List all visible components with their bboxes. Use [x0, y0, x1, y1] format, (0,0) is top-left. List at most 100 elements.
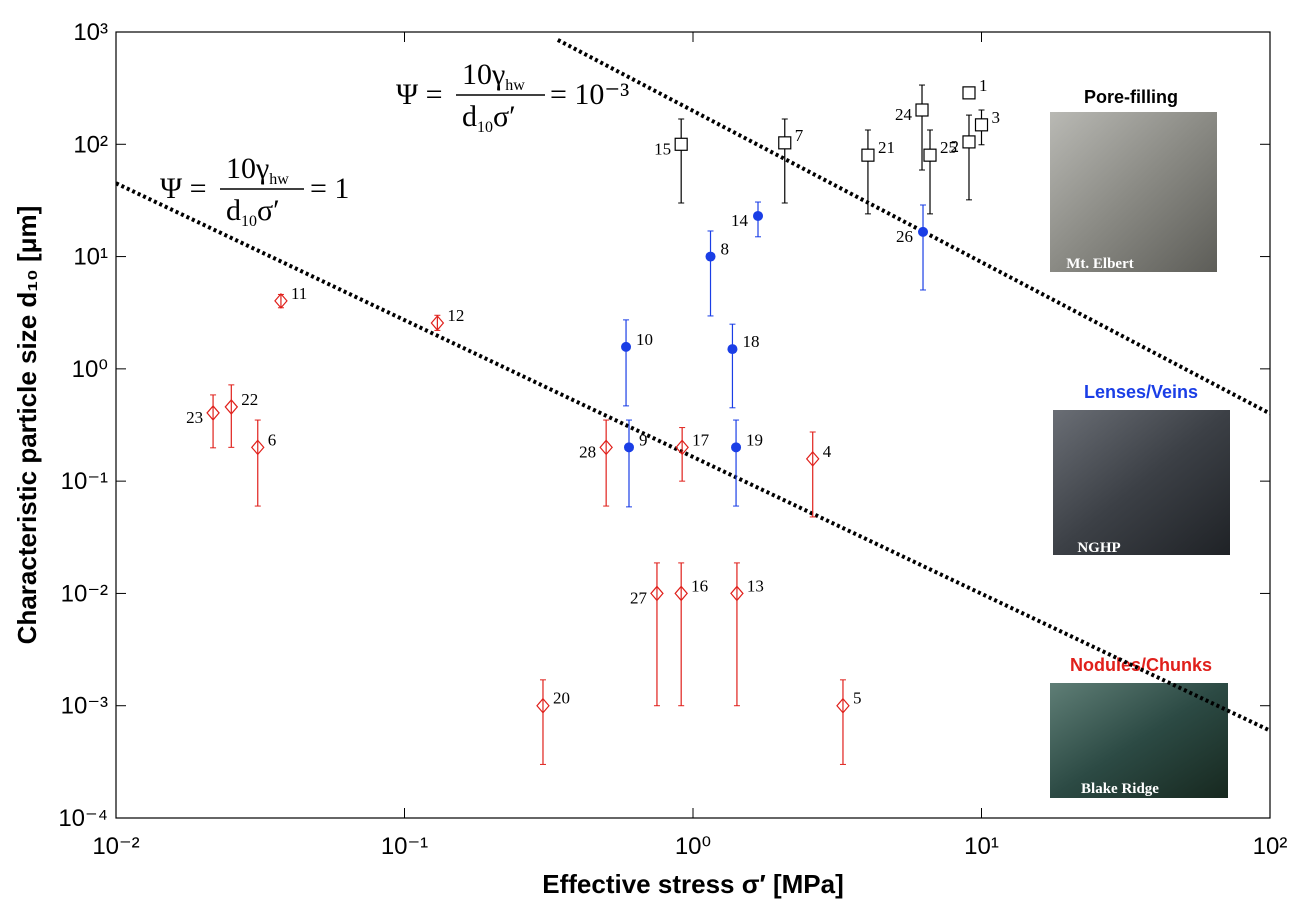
- marker: [206, 405, 220, 421]
- point-label: 27: [630, 588, 648, 607]
- point-label: 19: [746, 430, 763, 449]
- marker: [674, 137, 688, 151]
- denominator-sub: 10: [241, 213, 257, 230]
- point-label: 9: [639, 430, 648, 449]
- marker: [778, 136, 792, 150]
- y-tick-label: 10⁻²: [61, 580, 108, 607]
- formula: Ψ = 10γhw d10σ′ = 10⁻³: [396, 58, 629, 136]
- numerator-sub: hw: [505, 77, 525, 94]
- x-axis-title: Effective stress σ′ [MPa]: [542, 869, 843, 899]
- formula-denominator: d10σ′: [462, 100, 516, 136]
- marker: [675, 439, 689, 456]
- point-label: 1: [979, 76, 988, 95]
- marker: [962, 135, 976, 149]
- point-label: 16: [691, 576, 708, 595]
- numerator: 10γ: [226, 152, 269, 185]
- y-tick-label: 10¹: [73, 244, 108, 271]
- point-label: 12: [447, 306, 464, 325]
- photo-caption: Mt. Elbert: [1066, 256, 1133, 272]
- x-tick-label: 10⁰: [675, 833, 711, 860]
- x-tick-label: 10⁻²: [92, 833, 139, 860]
- y-tick-label: 10⁻³: [61, 693, 108, 720]
- marker: [805, 450, 820, 467]
- point-label: 18: [742, 332, 759, 351]
- formula-rhs: = 1: [310, 172, 349, 205]
- point-label: 8: [721, 240, 730, 259]
- legend-title: Pore-filling: [1084, 87, 1178, 107]
- marker: [224, 399, 239, 415]
- formula: Ψ = 10γhw d10σ′ = 1: [160, 152, 349, 230]
- x-tick-label: 10¹: [964, 833, 999, 860]
- point-label: 11: [291, 284, 307, 303]
- marker: [621, 341, 632, 352]
- y-tick-label: 10⁰: [72, 356, 108, 383]
- marker: [705, 251, 716, 262]
- formula-lhs: Ψ =: [396, 78, 443, 111]
- numerator-sub: hw: [269, 171, 289, 188]
- formula-numerator: 10γhw: [226, 152, 289, 188]
- marker: [861, 148, 875, 162]
- point-label: 6: [268, 430, 277, 449]
- point-label: 17: [692, 430, 710, 449]
- marker: [836, 697, 850, 714]
- point-label: 24: [895, 105, 913, 124]
- point-label: 21: [878, 138, 895, 157]
- photo: [1050, 112, 1217, 272]
- denominator-tail: σ′: [257, 194, 280, 227]
- marker: [962, 86, 976, 100]
- x-tick-label: 10²: [1253, 833, 1288, 860]
- marker: [727, 344, 738, 355]
- marker: [674, 585, 688, 602]
- point-label: 2: [950, 137, 959, 156]
- point-label: 28: [579, 442, 596, 461]
- point-label: 4: [823, 442, 832, 461]
- point-label: 20: [553, 689, 570, 708]
- formula-lhs: Ψ =: [160, 172, 207, 205]
- y-tick-label: 10²: [73, 131, 108, 158]
- point-label: 14: [731, 211, 749, 230]
- marker: [974, 118, 989, 132]
- marker: [430, 315, 445, 331]
- photo: [1053, 410, 1230, 555]
- y-axis-title: Characteristic particle size d₁₀ [μm]: [12, 206, 42, 645]
- point-label: 26: [896, 227, 913, 246]
- formula-rhs: = 10⁻³: [550, 78, 629, 111]
- marker: [915, 103, 929, 117]
- point-label: 15: [654, 139, 671, 158]
- reference-line: [556, 38, 1270, 416]
- point-label: 10: [636, 330, 653, 349]
- x-tick-label: 10⁻¹: [381, 833, 428, 860]
- marker: [730, 585, 744, 602]
- marker: [731, 442, 742, 453]
- point-label: 13: [747, 576, 764, 595]
- point-label: 23: [186, 408, 203, 427]
- point-label: 25: [940, 138, 957, 157]
- numerator: 10γ: [462, 58, 505, 91]
- denominator: d: [462, 100, 477, 133]
- denominator-tail: σ′: [493, 100, 516, 133]
- marker: [923, 148, 937, 162]
- point-label: 22: [241, 390, 258, 409]
- y-tick-label: 10⁻⁴: [58, 805, 108, 832]
- marker: [536, 697, 550, 714]
- marker: [918, 226, 929, 237]
- legend: Pore-filling Mt. Elbert Lenses/Veins NGH…: [1050, 87, 1230, 798]
- marker: [623, 442, 634, 453]
- reference-line: [116, 181, 1270, 733]
- marker: [274, 292, 288, 309]
- marker: [250, 439, 265, 456]
- formula-denominator: d10σ′: [226, 194, 280, 230]
- legend-title: Lenses/Veins: [1084, 382, 1198, 402]
- denominator-sub: 10: [477, 119, 493, 136]
- point-label: 7: [795, 126, 804, 145]
- legend-title: Nodules/Chunks: [1070, 655, 1212, 675]
- marker: [753, 210, 764, 221]
- photo: [1050, 683, 1228, 798]
- marker: [650, 585, 664, 602]
- marker: [599, 439, 613, 456]
- point-label: 5: [853, 689, 862, 708]
- photo-caption: Blake Ridge: [1081, 781, 1159, 797]
- denominator: d: [226, 194, 241, 227]
- y-tick-label: 10⁻¹: [61, 468, 108, 495]
